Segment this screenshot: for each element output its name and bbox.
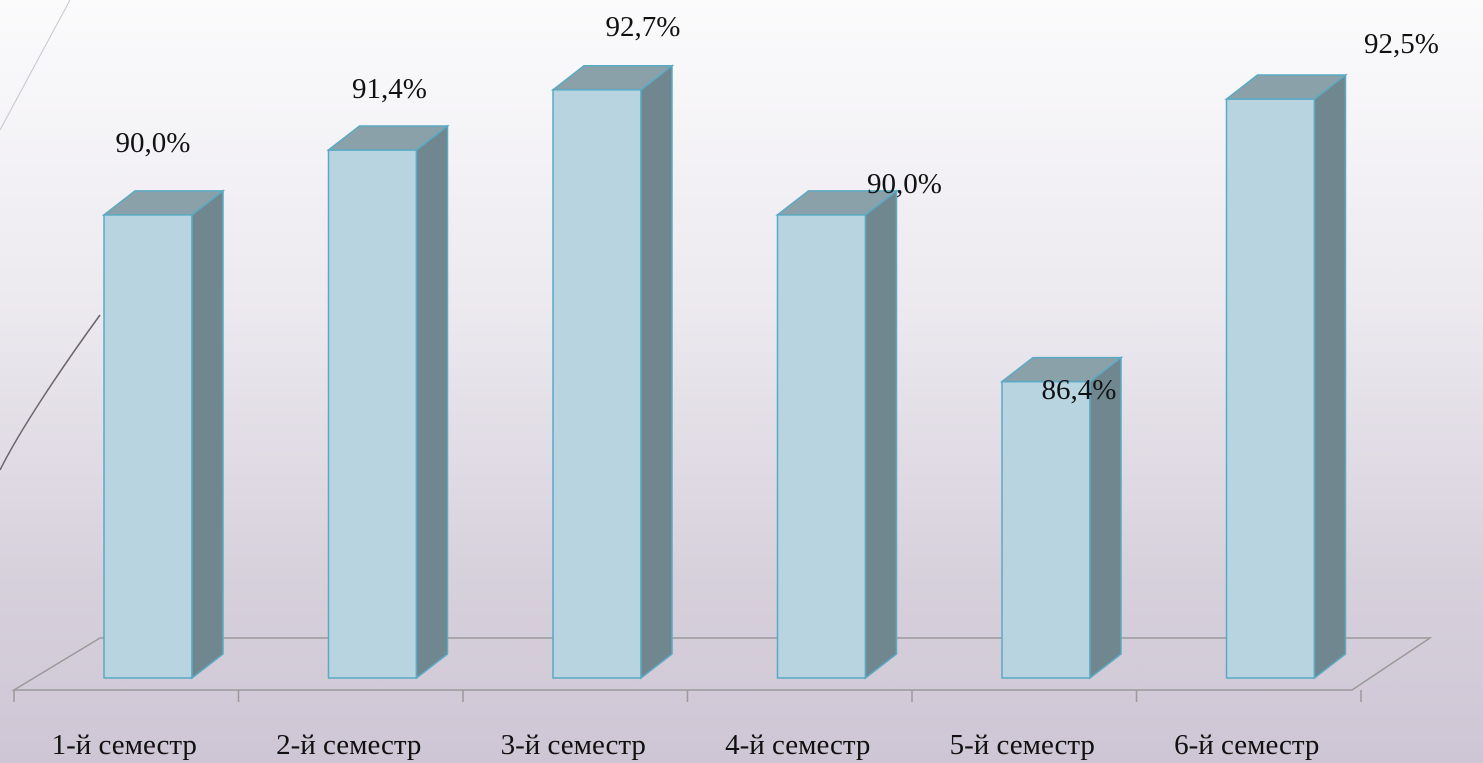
bar-2 — [326, 124, 450, 680]
bar-front — [327, 149, 418, 679]
bar-front — [552, 89, 642, 679]
bar-side — [415, 124, 449, 680]
x-tick-label-3: 3-й семестр — [501, 729, 646, 761]
data-label-6: 92,5% — [1364, 28, 1439, 60]
bar-top — [550, 65, 675, 91]
bars-group — [101, 64, 1348, 680]
bar-front — [776, 214, 867, 679]
bar-front — [1225, 98, 1316, 679]
bar-3 — [550, 64, 675, 680]
x-tick-label-1: 1-й семестр — [52, 729, 197, 761]
bar-top — [1224, 74, 1348, 100]
x-tick-label-6: 6-й семестр — [1174, 729, 1319, 761]
bar-side — [640, 64, 673, 680]
x-tick-label-2: 2-й семестр — [276, 729, 421, 761]
bar-5 — [999, 356, 1124, 680]
bar-1 — [101, 189, 226, 680]
bar-front — [103, 214, 193, 679]
value-labels-group: 90,0% 91,4% 92,7% 90,0% 86,4% 92,5% — [116, 11, 1439, 406]
data-label-5: 86,4% — [1042, 374, 1117, 406]
decorative-line — [0, 0, 71, 131]
chart-floor — [11, 637, 1433, 702]
data-label-4: 90,0% — [867, 168, 942, 200]
bar-top — [326, 125, 450, 151]
data-label-2: 91,4% — [352, 73, 427, 105]
floor-outline — [11, 637, 1433, 691]
bar-top — [999, 356, 1124, 383]
bar-top — [101, 190, 226, 216]
x-tick-label-5: 5-й семестр — [950, 729, 1095, 761]
bar-6 — [1224, 73, 1348, 680]
bar-front — [1001, 380, 1091, 679]
x-tick-label-4: 4-й семестр — [725, 729, 870, 761]
data-label-1: 90,0% — [116, 127, 191, 159]
bar-side — [1313, 73, 1347, 680]
category-labels-group: 1-й семестр 2-й семестр 3-й семестр 4-й сем… — [52, 729, 1320, 761]
bar-side — [864, 189, 898, 680]
decorative-curve — [0, 314, 101, 471]
bar-side — [191, 189, 224, 680]
data-label-3: 92,7% — [606, 11, 681, 43]
bar-4 — [775, 189, 899, 680]
bar-top — [775, 190, 899, 216]
